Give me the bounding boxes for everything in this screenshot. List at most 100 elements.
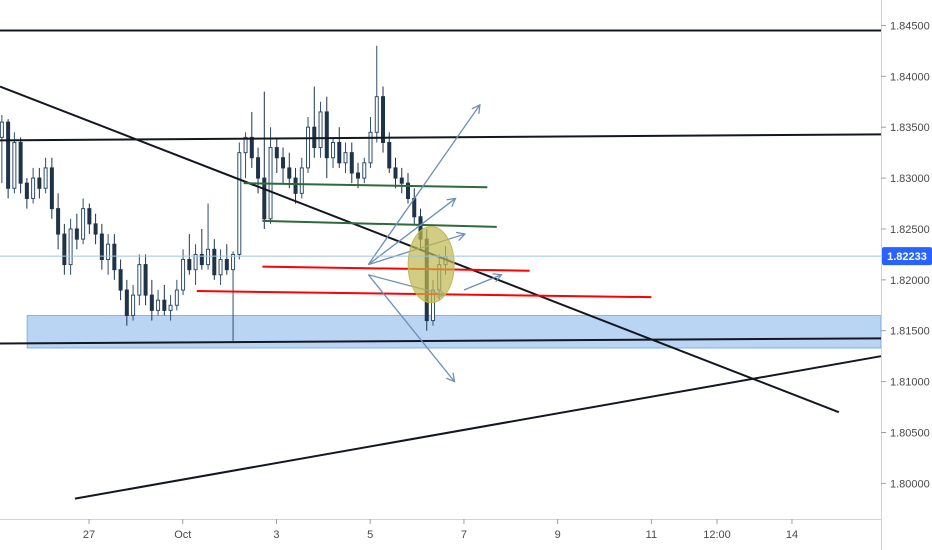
candle-body xyxy=(193,253,198,271)
resistance-line-green xyxy=(243,182,488,189)
candle-body xyxy=(293,177,298,194)
candle-body xyxy=(374,96,379,133)
candle-body xyxy=(156,299,161,311)
time-tick-label: 11 xyxy=(646,529,657,541)
time-tick-label: 12:00 xyxy=(703,529,731,541)
time-tick-label: Oct xyxy=(174,529,191,541)
projection-arrow-head xyxy=(446,197,457,207)
current-price-badge: 1.82233 xyxy=(882,247,932,266)
candle-body xyxy=(362,162,367,179)
candle-body xyxy=(24,182,29,199)
candle-body xyxy=(106,243,111,260)
candle-body xyxy=(168,304,173,311)
price-tick-label: 1.84500 xyxy=(890,20,930,32)
candle-body xyxy=(356,172,361,179)
price-tick-label: 1.84000 xyxy=(890,71,930,83)
candle-body xyxy=(399,177,404,184)
candle-body xyxy=(149,294,154,311)
candle-body xyxy=(56,208,61,235)
candle-body xyxy=(349,152,354,174)
candle-body xyxy=(387,141,392,169)
highlight-ellipse xyxy=(407,226,455,304)
time-tick-label: 14 xyxy=(786,529,798,541)
price-tick-label: 1.81000 xyxy=(890,377,930,389)
candle-body xyxy=(199,253,204,266)
candle-body xyxy=(87,208,92,225)
candle-body xyxy=(37,177,42,189)
candle-body xyxy=(0,121,4,138)
candle-body xyxy=(306,126,311,169)
candle-body xyxy=(137,264,142,296)
candle-body xyxy=(181,259,186,291)
candle-body xyxy=(31,177,36,199)
candle-body xyxy=(93,223,98,235)
time-tick-label: 27 xyxy=(83,529,95,541)
candle-body xyxy=(281,157,286,169)
candle-body xyxy=(74,228,79,240)
candle-body xyxy=(324,111,329,159)
candle-body xyxy=(143,264,148,296)
price-tick-label: 1.82000 xyxy=(890,275,930,287)
candle-body xyxy=(368,131,373,164)
price-tick-label: 1.82500 xyxy=(890,224,930,236)
candle-body xyxy=(218,259,223,276)
horizontal-level-line xyxy=(0,133,882,142)
candle-body xyxy=(406,182,411,199)
candle-body xyxy=(112,243,117,271)
candle-body xyxy=(18,141,23,184)
candle-body xyxy=(343,152,348,164)
resistance-line-red xyxy=(262,265,530,272)
candle-body xyxy=(118,269,123,291)
price-tick-label: 1.80500 xyxy=(890,428,930,440)
projection-arrow-head xyxy=(455,231,467,242)
candle-body xyxy=(49,167,54,210)
current-price-badge-bg xyxy=(882,247,932,266)
projection-arrow-head xyxy=(445,372,456,383)
candle-body xyxy=(124,289,129,316)
candle-body xyxy=(6,121,11,189)
highlight-ellipse-layer xyxy=(407,226,455,304)
candle-body xyxy=(393,167,398,179)
candle-body xyxy=(318,111,323,149)
time-tick-label: 7 xyxy=(461,529,467,541)
candle-body xyxy=(381,96,386,143)
candle-body xyxy=(99,233,104,260)
price-tick-label: 1.80000 xyxy=(890,478,930,490)
trend-line xyxy=(74,355,882,500)
candle-body xyxy=(331,141,336,159)
candle-body xyxy=(43,167,48,189)
candle-body xyxy=(249,136,254,159)
candle-body xyxy=(287,167,292,179)
axes-layer xyxy=(0,0,882,550)
candle-body xyxy=(206,248,211,266)
price-tick-label: 1.83500 xyxy=(890,122,930,134)
resistance-line-green xyxy=(262,219,497,228)
time-tick-label: 9 xyxy=(555,529,561,541)
candle-body xyxy=(243,136,248,154)
candle-body xyxy=(187,259,192,271)
price-tick-label: 1.83000 xyxy=(890,173,930,185)
candle-body xyxy=(174,289,179,306)
time-tick-label: 3 xyxy=(273,529,279,541)
projection-arrow-head xyxy=(492,273,503,283)
candle-body xyxy=(212,248,217,276)
candle-body xyxy=(256,157,261,179)
candle-body xyxy=(81,208,86,240)
time-axis-ticks[interactable]: 27 Oct 3 5 7 9 11 12:00 14 xyxy=(83,519,798,541)
projection-arrow-shaft xyxy=(367,104,481,265)
candle-body xyxy=(68,228,73,266)
candle-body xyxy=(131,294,136,316)
candle-body xyxy=(262,177,267,220)
current-price-badge-text: 1.82233 xyxy=(887,251,927,263)
candle-body xyxy=(162,299,167,311)
candle-body xyxy=(237,152,242,255)
candle-body xyxy=(299,167,304,194)
projection-arrow-shaft xyxy=(463,274,502,291)
price-axis-ticks[interactable]: 1.84500 1.84000 1.83500 1.83000 1.82500 1.820… xyxy=(881,20,930,490)
candle-body xyxy=(231,253,236,271)
candle-body xyxy=(12,141,17,189)
projection-arrow-head xyxy=(471,103,481,114)
projection-arrow-shaft xyxy=(367,197,456,266)
candlestick-series xyxy=(0,45,448,341)
